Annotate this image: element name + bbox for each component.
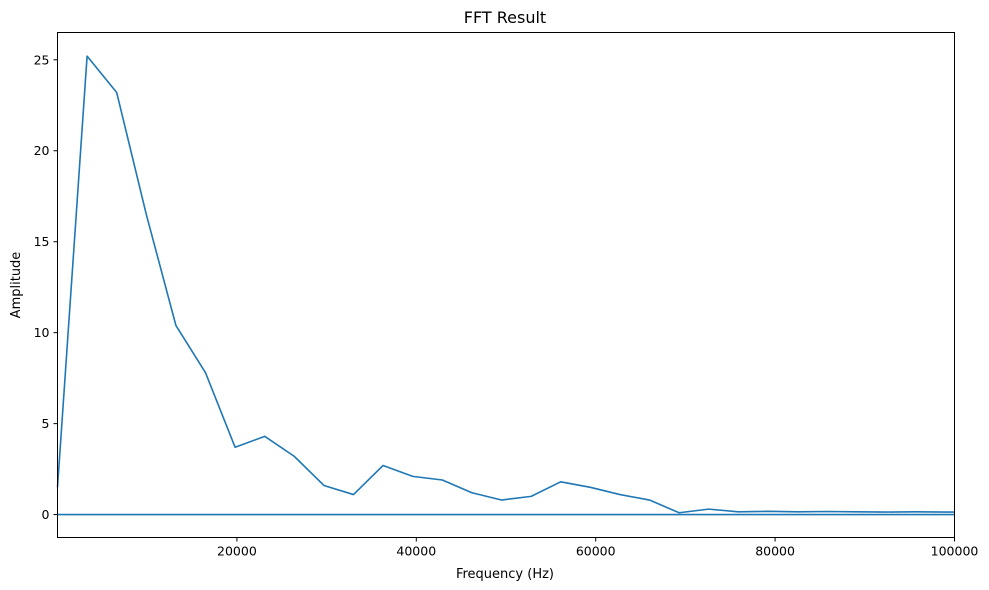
x-axis-label: Frequency (Hz) <box>456 567 554 582</box>
y-axis: 0 5 10 15 20 25 <box>34 52 58 522</box>
y-tick-label: 15 <box>34 234 50 249</box>
x-tick-label: 80000 <box>755 544 795 559</box>
y-axis-label: Amplitude <box>9 252 24 319</box>
chart-title: FFT Result <box>464 8 546 27</box>
x-tick-label: 40000 <box>396 544 436 559</box>
x-axis: 20000 40000 60000 80000 100000 <box>217 537 979 559</box>
x-tick-label: 100000 <box>931 544 979 559</box>
y-tick-label: 10 <box>34 325 50 340</box>
plot-lines <box>56 55 955 516</box>
x-tick-label: 60000 <box>576 544 616 559</box>
plot-frame <box>57 32 955 538</box>
x-tick-label: 20000 <box>217 544 257 559</box>
y-tick-label: 5 <box>42 416 50 431</box>
y-tick-label: 20 <box>34 143 50 158</box>
series-line-0 <box>56 55 955 514</box>
y-tick-label: 25 <box>34 52 50 67</box>
y-tick-label: 0 <box>42 507 50 522</box>
